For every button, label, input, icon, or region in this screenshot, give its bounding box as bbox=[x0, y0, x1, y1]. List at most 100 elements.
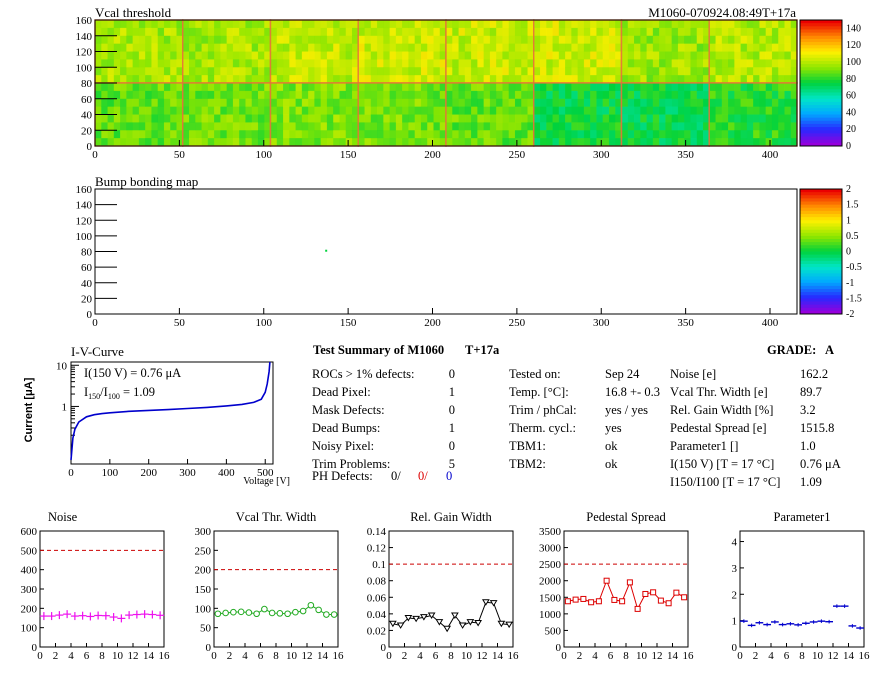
roc-pixel-block bbox=[765, 51, 773, 60]
roc-pixel-block bbox=[596, 27, 603, 37]
roc-pixel-block bbox=[746, 106, 754, 115]
roc-pixel-block bbox=[157, 83, 165, 92]
roc-pixel-block bbox=[326, 122, 334, 131]
roc-pixel-block bbox=[295, 114, 303, 123]
roc-pixel-block bbox=[778, 98, 785, 107]
roc-pixel-block bbox=[295, 75, 303, 84]
roc-pixel-block bbox=[433, 106, 441, 115]
roc-pixel-block bbox=[446, 67, 453, 76]
roc-pixel-block bbox=[464, 90, 472, 100]
roc-pixel-block bbox=[151, 114, 158, 123]
roc-pixel-block bbox=[527, 67, 535, 76]
roc-pixel-block bbox=[734, 83, 741, 92]
roc-pixel-block bbox=[489, 35, 497, 44]
gain_width-y-tick-label: 0.1 bbox=[372, 559, 386, 571]
roc-pixel-block bbox=[759, 122, 766, 131]
gain_width-x-tick-label: 0 bbox=[386, 650, 392, 662]
roc-pixel-block bbox=[489, 130, 497, 139]
roc-pixel-block bbox=[383, 90, 390, 100]
roc-pixel-block bbox=[182, 90, 190, 100]
roc-pixel-block bbox=[640, 138, 647, 147]
vcal-x-tick-label: 200 bbox=[424, 149, 441, 161]
roc-pixel-block bbox=[120, 130, 127, 139]
roc-pixel-block bbox=[740, 59, 748, 68]
roc-pixel-block bbox=[207, 106, 215, 115]
roc-pixel-block bbox=[458, 138, 466, 147]
roc-pixel-block bbox=[533, 59, 541, 68]
roc-pixel-block bbox=[339, 67, 347, 76]
roc-pixel-block bbox=[514, 75, 522, 84]
roc-pixel-block bbox=[95, 122, 102, 131]
roc-pixel-block bbox=[684, 75, 691, 84]
defect-label: Dead Pixel: bbox=[312, 385, 371, 399]
roc-pixel-block bbox=[627, 43, 635, 52]
bump-x-tick-label: 250 bbox=[509, 317, 526, 329]
roc-pixel-block bbox=[646, 51, 654, 60]
roc-pixel-block bbox=[665, 130, 672, 139]
roc-pixel-block bbox=[345, 83, 353, 92]
roc-pixel-block bbox=[170, 98, 177, 107]
roc-pixel-block bbox=[671, 43, 679, 52]
roc-pixel-block bbox=[533, 130, 541, 139]
roc-pixel-block bbox=[565, 114, 572, 123]
roc-pixel-block bbox=[665, 122, 672, 131]
vcal_width-point bbox=[237, 608, 245, 616]
pedestal_spread-x-tick-label: 8 bbox=[623, 650, 629, 662]
roc-pixel-block bbox=[289, 98, 296, 107]
roc-pixel-block bbox=[458, 27, 466, 37]
roc-pixel-block bbox=[464, 27, 472, 37]
roc-pixel-block bbox=[245, 83, 252, 92]
roc-pixel-block bbox=[151, 75, 158, 84]
roc-pixel-block bbox=[477, 106, 484, 115]
roc-pixel-block bbox=[715, 106, 723, 115]
roc-pixel-block bbox=[427, 90, 434, 100]
roc-pixel-block bbox=[95, 83, 102, 92]
roc-pixel-block bbox=[308, 130, 315, 139]
parameter1-x-tick-label: 16 bbox=[859, 650, 871, 662]
roc-pixel-block bbox=[389, 27, 397, 37]
iv-x-tick-label: 200 bbox=[140, 467, 157, 479]
roc-pixel-block bbox=[464, 106, 472, 115]
roc-pixel-block bbox=[771, 138, 779, 147]
roc-pixel-block bbox=[552, 27, 560, 37]
roc-pixel-block bbox=[358, 20, 365, 29]
roc-pixel-block bbox=[113, 122, 121, 131]
roc-pixel-block bbox=[126, 130, 133, 139]
gain_width-point bbox=[435, 619, 444, 626]
roc-pixel-block bbox=[502, 75, 509, 84]
roc-pixel-block bbox=[477, 122, 484, 131]
roc-pixel-block bbox=[220, 20, 227, 29]
roc-pixel-block bbox=[182, 27, 190, 37]
pedestal_spread-point bbox=[588, 599, 595, 606]
roc-pixel-block bbox=[120, 43, 127, 52]
bump-y-tick-label: 120 bbox=[76, 215, 93, 227]
roc-pixel-block bbox=[590, 106, 597, 115]
bump-scale-band bbox=[800, 301, 842, 306]
gain_width-point bbox=[481, 599, 490, 606]
roc-pixel-block bbox=[257, 138, 265, 147]
roc-pixel-block bbox=[583, 130, 591, 139]
roc-pixel-block bbox=[107, 83, 115, 92]
bump-y-tick-label: 60 bbox=[81, 262, 93, 274]
ph-defects-label: PH Defects: bbox=[312, 469, 373, 483]
roc-pixel-block bbox=[483, 122, 491, 131]
roc-pixel-block bbox=[201, 138, 209, 147]
roc-pixel-block bbox=[326, 138, 334, 147]
pedestal_spread-point bbox=[657, 597, 664, 604]
info-value: ok bbox=[605, 439, 618, 453]
roc-pixel-block bbox=[145, 20, 152, 29]
vcal-y-tick-label: 160 bbox=[76, 15, 93, 27]
roc-pixel-block bbox=[276, 106, 284, 115]
roc-pixel-block bbox=[226, 138, 234, 147]
roc-pixel-block bbox=[314, 122, 321, 131]
roc-pixel-block bbox=[251, 59, 259, 68]
roc-pixel-block bbox=[101, 83, 108, 92]
roc-pixel-block bbox=[245, 75, 252, 84]
roc-pixel-block bbox=[245, 114, 252, 123]
roc-pixel-block bbox=[132, 106, 140, 115]
roc-pixel-block bbox=[283, 106, 290, 115]
roc-pixel-block bbox=[264, 90, 271, 100]
roc-pixel-block bbox=[608, 67, 616, 76]
vcal_width-point bbox=[284, 610, 291, 618]
